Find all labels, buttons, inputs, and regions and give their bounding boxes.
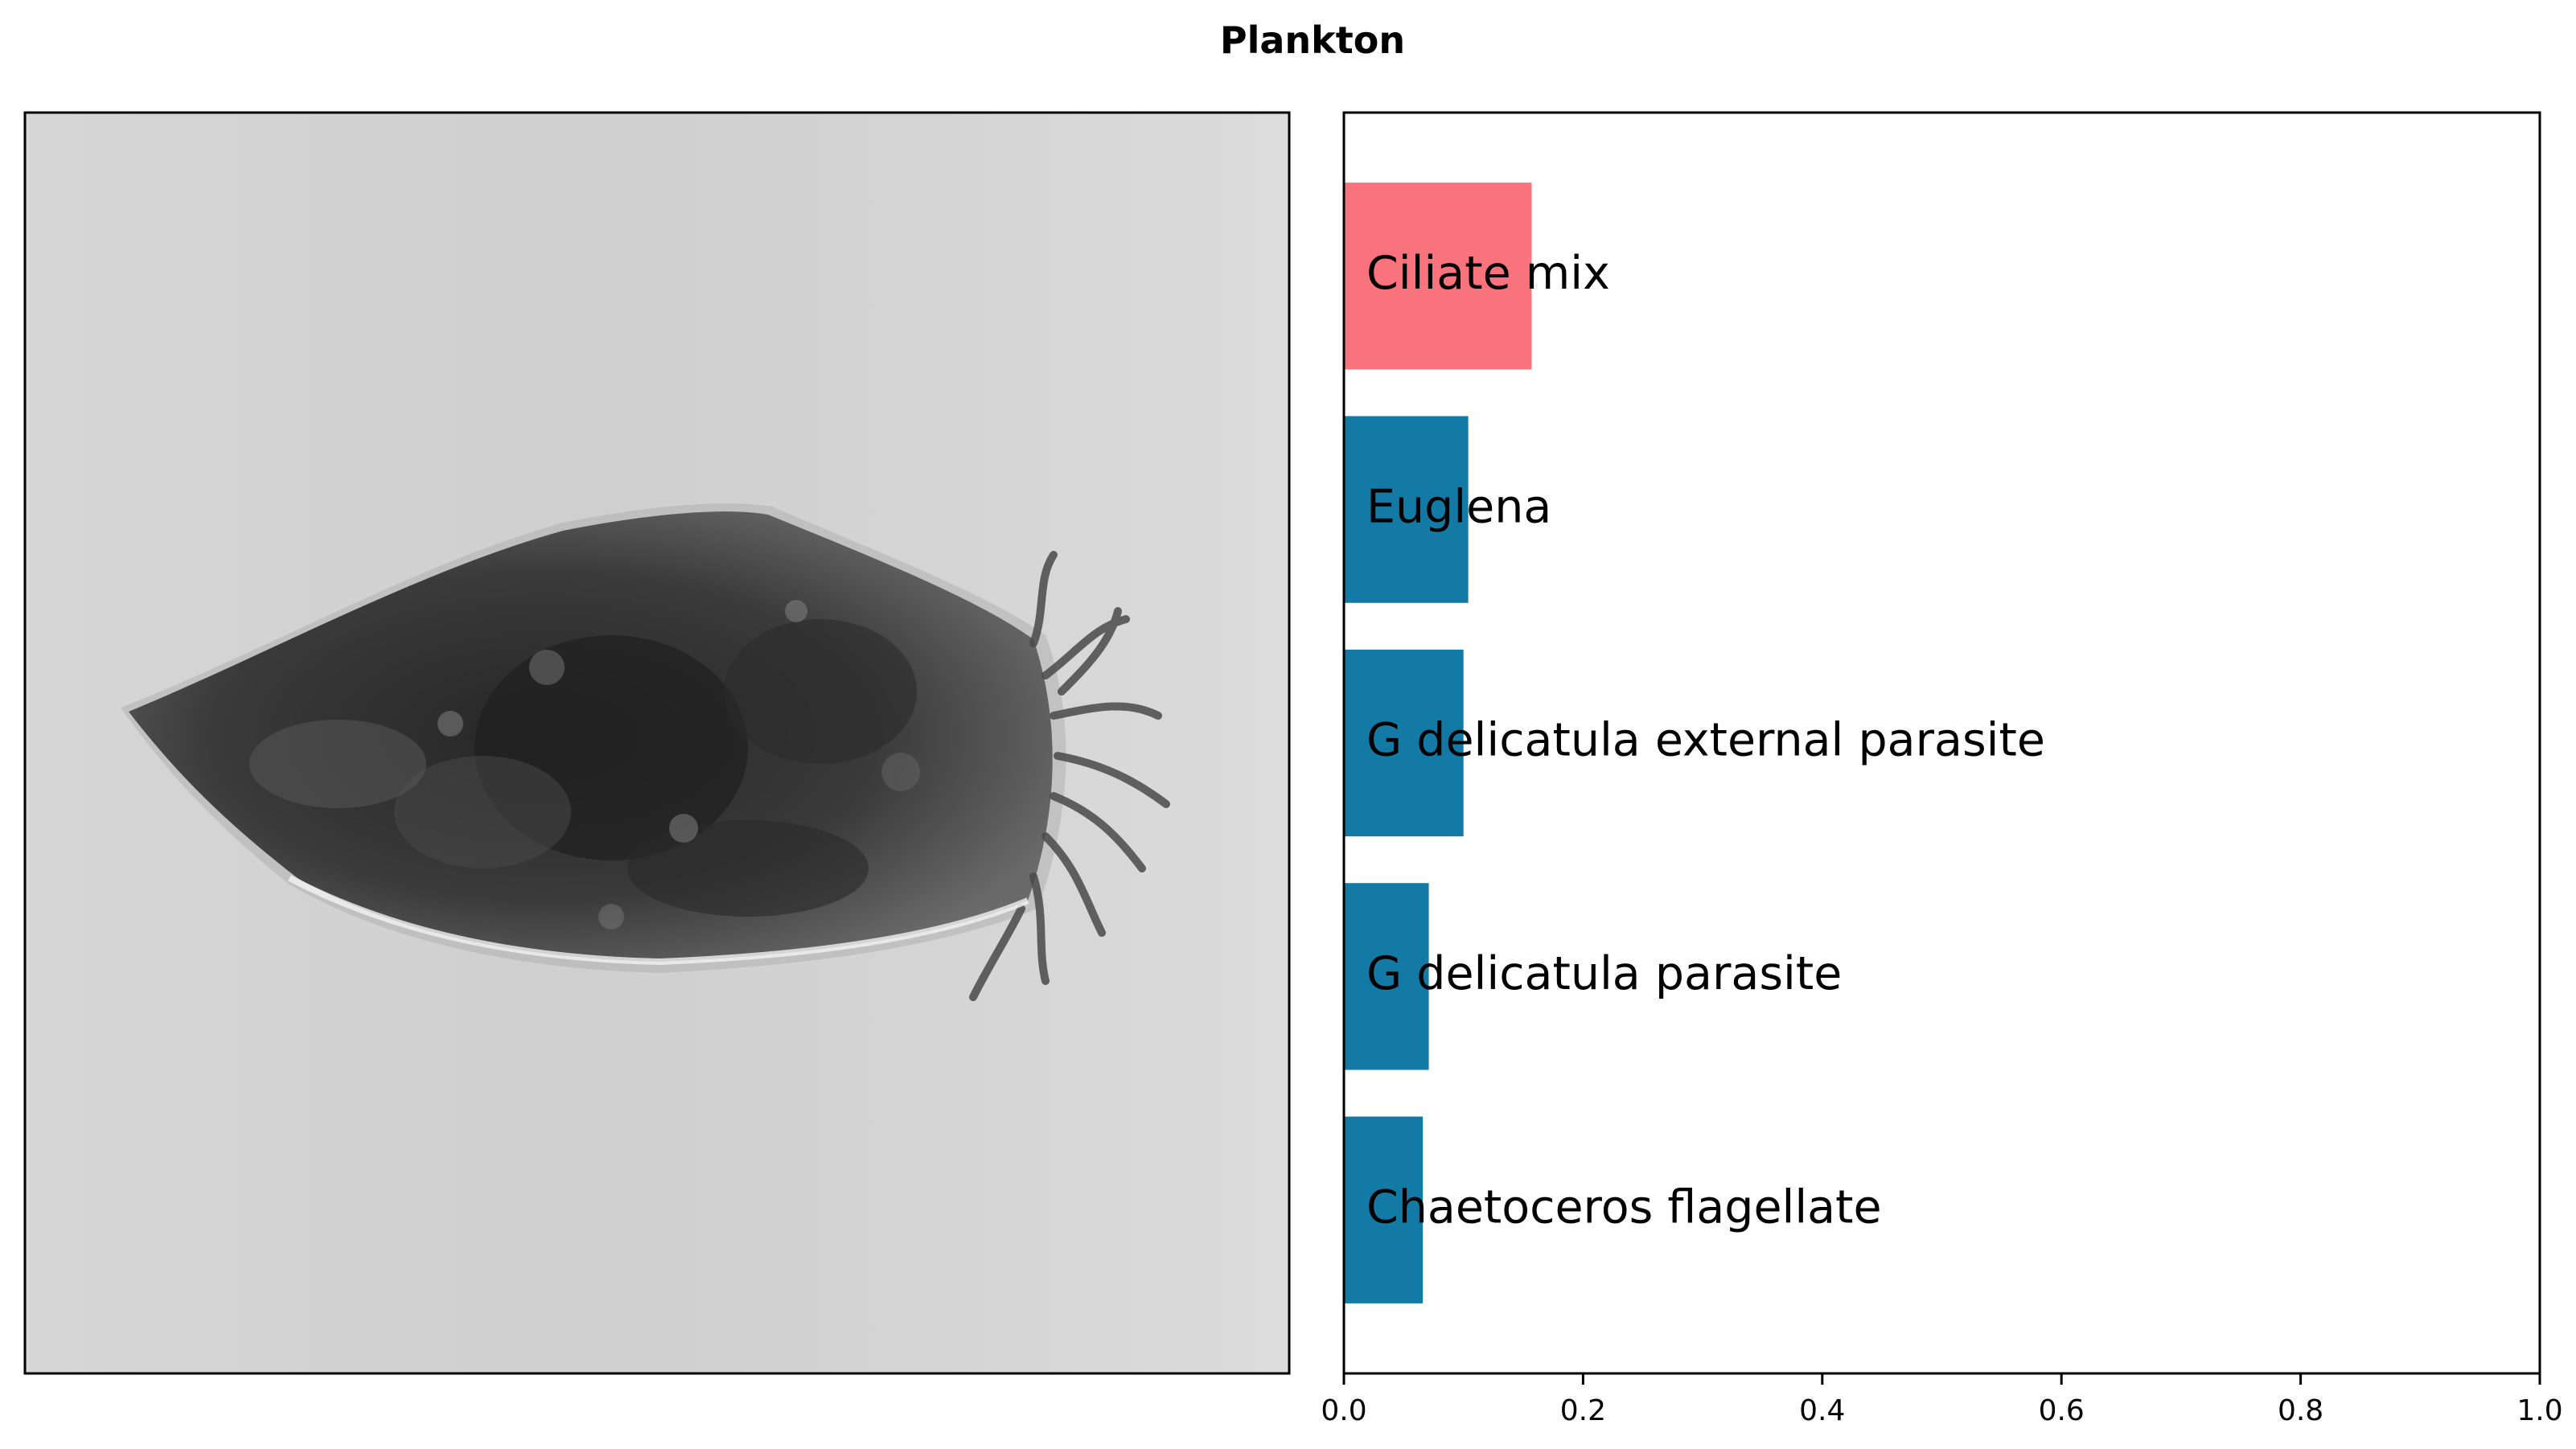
x-tick-label: 0.8 [2278, 1394, 2323, 1427]
x-tick-label: 1.0 [2516, 1394, 2562, 1427]
bar-euglena [1344, 416, 1469, 603]
image-frame [23, 111, 1291, 1375]
x-tick-label: 0.6 [2039, 1394, 2085, 1427]
chart-frame [1342, 111, 2541, 1375]
bar-label: Chaetoceros flagellate [1366, 1180, 1882, 1233]
image-panel [23, 111, 1291, 1375]
bar-label: Ciliate mix [1366, 247, 1610, 300]
x-tick-label: 0.0 [1321, 1394, 1366, 1427]
bar-g-delicatula-parasite [1344, 883, 1429, 1070]
bar-label: G delicatula parasite [1366, 947, 1842, 1000]
bar-ciliate-mix [1344, 183, 1532, 370]
x-tick-label: 0.2 [1560, 1394, 1606, 1427]
x-tick-label: 0.4 [1799, 1394, 1845, 1427]
bar-chaetoceros-flagellate [1344, 1116, 1424, 1303]
figure-title: Plankton [1220, 18, 1405, 62]
ciliate-organism-image [121, 503, 1170, 1001]
bar-chart: Ciliate mix Euglena G delicatula external … [1321, 111, 2563, 1427]
bar-g-delicatula-external-parasite [1344, 649, 1464, 837]
bar-label: G delicatula external parasite [1366, 714, 2045, 767]
bar-label: Euglena [1366, 480, 1551, 533]
